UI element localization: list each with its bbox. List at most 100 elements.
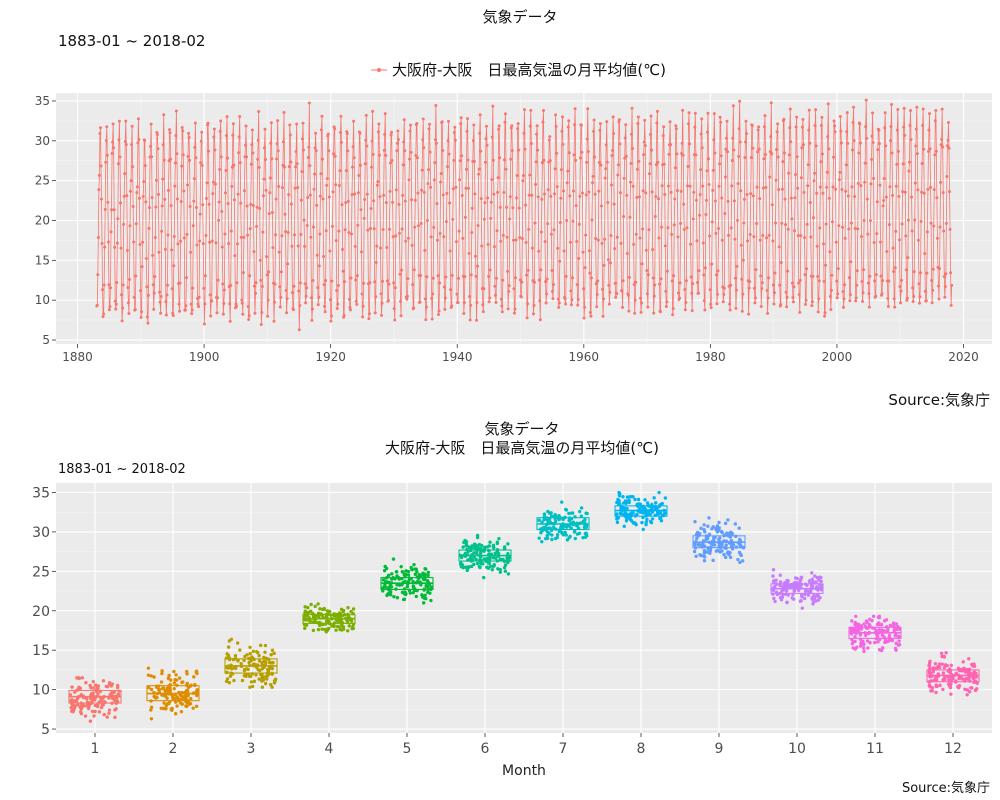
data-point (613, 281, 617, 285)
data-point (389, 161, 393, 165)
data-point (431, 292, 435, 296)
data-point (911, 286, 915, 290)
data-point (679, 189, 683, 193)
jitter-point (557, 517, 561, 522)
data-point (859, 184, 863, 188)
data-point (275, 157, 279, 161)
data-point (656, 197, 660, 201)
data-point (226, 156, 230, 160)
data-point (780, 187, 784, 191)
data-point (896, 107, 900, 111)
jitter-point (146, 673, 151, 677)
jitter-point (717, 520, 721, 525)
x-tick-label: 1920 (315, 350, 346, 364)
data-point (815, 244, 819, 248)
jitter-point (712, 543, 717, 547)
jitter-point (637, 502, 641, 506)
data-point (207, 149, 211, 153)
data-point (343, 228, 347, 232)
data-point (737, 154, 741, 158)
data-point (855, 283, 859, 287)
data-point (290, 291, 294, 295)
data-point (747, 286, 751, 290)
data-point (325, 177, 329, 181)
data-point (928, 147, 932, 151)
data-point (411, 283, 415, 287)
jitter-point (723, 521, 728, 526)
jitter-point (325, 628, 330, 633)
data-point (526, 302, 530, 306)
data-point (128, 224, 132, 228)
data-point (338, 131, 342, 135)
month-group (380, 557, 434, 605)
data-point (342, 314, 346, 318)
jitter-point (724, 543, 728, 547)
data-point (878, 240, 882, 244)
jitter-point (414, 594, 419, 599)
data-point (152, 307, 156, 311)
data-point (272, 300, 276, 304)
jitter-point (654, 501, 658, 505)
month-group (536, 500, 590, 544)
data-point (874, 294, 878, 298)
data-point (533, 221, 537, 225)
jitter-point (416, 579, 420, 584)
jitter-point (810, 571, 814, 575)
jitter-point (866, 646, 870, 650)
data-point (870, 134, 874, 138)
month-group (926, 651, 980, 697)
jitter-point (728, 531, 732, 535)
jitter-point (93, 683, 98, 687)
jitter-point (738, 560, 742, 565)
data-point (210, 299, 214, 303)
data-point (263, 127, 267, 131)
data-point (624, 154, 628, 158)
data-point (556, 297, 560, 301)
data-point (363, 198, 367, 202)
data-point (774, 178, 778, 182)
data-point (326, 132, 330, 136)
data-point (664, 289, 668, 293)
data-point (537, 278, 541, 282)
data-point (846, 194, 850, 198)
jitter-point (164, 703, 168, 708)
data-point (584, 233, 588, 237)
jitter-point (808, 580, 812, 585)
data-point (107, 283, 111, 287)
data-point (464, 186, 468, 190)
jitter-point (72, 706, 77, 711)
data-point (588, 310, 592, 314)
jitter-point (705, 550, 709, 554)
data-point (492, 245, 496, 249)
data-point (364, 138, 368, 142)
jitter-point (316, 627, 321, 632)
jitter-point (311, 614, 316, 619)
data-point (573, 107, 577, 111)
data-point (344, 201, 348, 205)
jitter-point (88, 683, 92, 688)
data-point (697, 291, 701, 295)
data-point (790, 217, 794, 221)
jitter-point (70, 685, 74, 689)
jitter-point (772, 580, 776, 585)
jitter-point (927, 663, 931, 668)
data-point (635, 195, 639, 199)
data-point (722, 286, 726, 290)
data-point (144, 200, 148, 204)
data-point (504, 167, 508, 171)
data-point (368, 281, 372, 285)
data-point (503, 120, 507, 124)
data-point (904, 234, 908, 238)
data-point (598, 128, 602, 132)
data-point (100, 241, 104, 245)
data-point (410, 243, 414, 247)
data-point (871, 111, 875, 115)
data-point (511, 238, 515, 242)
data-point (363, 162, 367, 166)
data-point (839, 141, 843, 145)
data-point (909, 138, 913, 142)
jitter-point (174, 673, 178, 677)
jitter-point (894, 622, 899, 626)
data-point (238, 161, 242, 165)
data-point (800, 125, 804, 129)
